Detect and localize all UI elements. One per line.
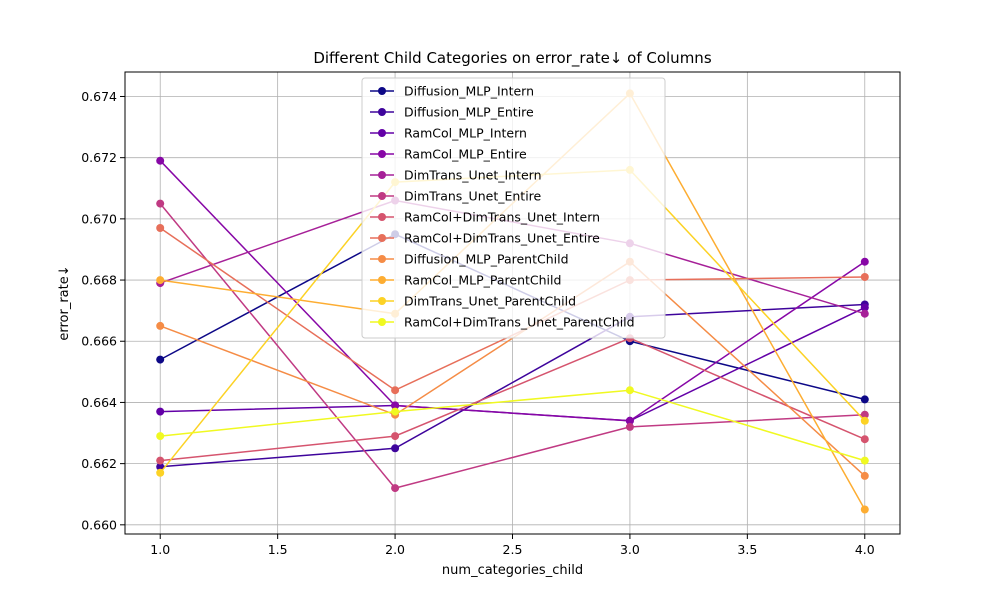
data-point [391,444,400,453]
x-tick-label: 3.0 [620,542,640,557]
data-point [625,386,634,395]
data-point [860,309,869,318]
data-point [156,276,165,285]
legend-item: DimTrans_Unet_Intern [370,168,542,183]
legend-item: RamCol+DimTrans_Unet_Entire [370,231,600,246]
data-point [391,401,400,410]
legend-box [361,77,666,339]
legend-label: DimTrans_Unet_Intern [404,168,542,183]
axis-ticks: 1.0 1.5 2.0 2.5 3.0 3.5 4.0 0.660 0.662 0.664 0.66… [81,89,875,557]
legend-label: Diffusion_MLP_Intern [404,84,534,99]
data-point [156,468,165,477]
legend-label: Diffusion_MLP_Entire [404,105,534,120]
legend-marker [378,255,386,263]
data-point [860,395,869,404]
legend-label: RamCol+DimTrans_Unet_Intern [404,210,600,225]
series-12 [156,386,869,465]
data-point [860,303,869,312]
data-point [860,273,869,281]
x-tick-label: 1.5 [268,542,288,557]
data-point [156,321,165,330]
y-tick-label: 0.668 [81,273,117,288]
series-line [160,389,866,462]
legend-marker [378,150,386,158]
y-tick-label: 0.662 [81,456,117,471]
x-tick-label: 4.0 [855,542,875,557]
legend-marker [378,213,386,221]
y-axis-title: error_rate↓ [57,265,72,340]
data-point [156,355,165,364]
data-point [860,471,869,480]
legend-label: RamCol+DimTrans_Unet_ParentChild [404,315,635,330]
series-line [159,203,865,489]
legend-item: Diffusion_MLP_Entire [370,105,534,120]
legend-marker [378,129,386,137]
legend-marker [378,108,386,116]
x-tick-label: 3.5 [737,542,757,557]
series-line [159,160,866,422]
data-point [860,435,869,444]
series-line [160,303,865,468]
legend-item: Diffusion_MLP_ParentChild [370,252,569,267]
legend-label: RamCol_MLP_ParentChild [404,273,561,288]
y-tick-label: 0.674 [81,89,117,104]
legend-item: RamCol_MLP_Intern [370,126,527,141]
legend-item: RamCol_MLP_Entire [370,147,527,162]
legend-marker [378,297,386,305]
y-tick-label: 0.672 [81,150,117,165]
legend-marker [378,276,386,284]
y-tick-label: 0.666 [81,334,117,349]
chart-title: Different Child Categories on error_rate… [313,49,711,68]
data-point [156,156,165,165]
legend-label: Diffusion_MLP_ParentChild [404,252,569,267]
data-point [860,410,869,419]
data-point [391,484,400,493]
series-6 [156,199,869,493]
data-point [156,199,165,208]
legend-item: Diffusion_MLP_Intern [370,84,534,99]
data-point [391,432,400,441]
data-point [860,505,869,514]
x-axis-title: num_categories_child [442,563,583,578]
legend-label: RamCol+DimTrans_Unet_Entire [404,231,600,246]
legend-marker [378,318,386,326]
x-tick-label: 2.0 [385,542,405,557]
series-4 [156,156,869,425]
legend-marker [378,234,386,242]
y-tick-label: 0.664 [81,395,117,410]
legend-marker [378,87,386,95]
legend-label: RamCol_MLP_Intern [404,126,527,141]
x-tick-label: 1.0 [150,542,170,557]
legend-marker [378,192,386,200]
legend-marker [378,171,386,179]
data-point [156,462,165,471]
legend: Diffusion_MLP_Intern Diffusion_MLP_Entire… [361,77,666,339]
data-point [860,257,869,266]
data-point [391,386,400,395]
legend-label: RamCol_MLP_Entire [404,147,527,162]
data-point [860,456,869,465]
legend-item: DimTrans_Unet_ParentChild [370,294,576,309]
data-point [156,407,165,416]
x-tick-label: 2.5 [503,542,523,557]
data-point [391,407,400,416]
y-tick-label: 0.660 [81,517,117,532]
data-point [156,224,165,232]
legend-item: RamCol_MLP_ParentChild [370,273,561,288]
legend-item: DimTrans_Unet_Entire [370,189,542,204]
data-point [625,422,634,431]
data-point [156,432,165,441]
series-line [160,337,866,462]
data-point [625,416,634,425]
legend-item: RamCol+DimTrans_Unet_ParentChild [370,315,635,330]
legend-label: DimTrans_Unet_Entire [404,189,542,204]
data-point [860,416,869,425]
legend-label: DimTrans_Unet_ParentChild [404,294,576,309]
data-point [156,456,165,465]
y-tick-label: 0.670 [81,211,117,226]
legend-item: RamCol+DimTrans_Unet_Intern [370,210,600,225]
